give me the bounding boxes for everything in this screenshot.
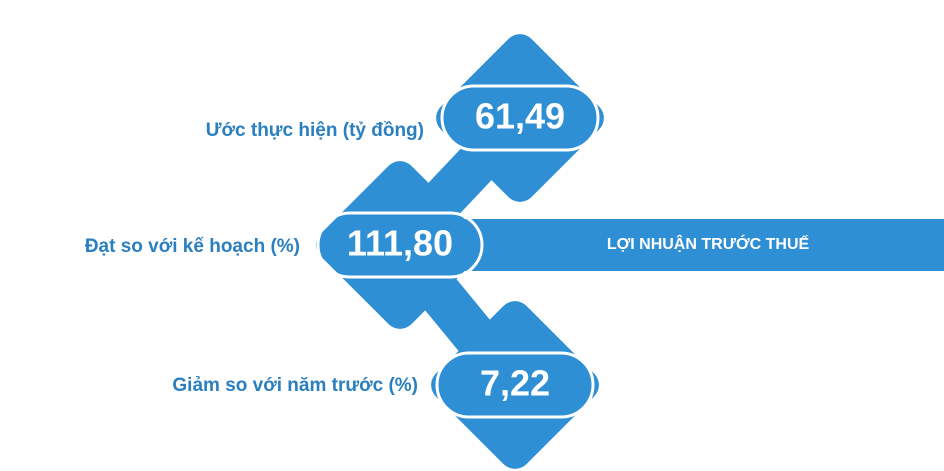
value: 61,49 [475,96,565,137]
title: LỢI NHUẬN TRƯỚC THUẾ [607,234,810,253]
title-bar [440,219,944,271]
value-outline [440,84,600,152]
value: 111,80 [347,223,453,264]
value: 7,22 [480,363,550,404]
diamond [436,34,604,202]
diamond [431,301,599,469]
value-outline [435,351,595,419]
value-outline [316,211,484,279]
label: Ước thực hiện (tỷ đồng) [206,120,424,141]
label: Đạt so với kế hoạch (%) [85,236,300,257]
diamond [316,161,484,329]
label: Giảm so với năm trước (%) [172,375,418,396]
